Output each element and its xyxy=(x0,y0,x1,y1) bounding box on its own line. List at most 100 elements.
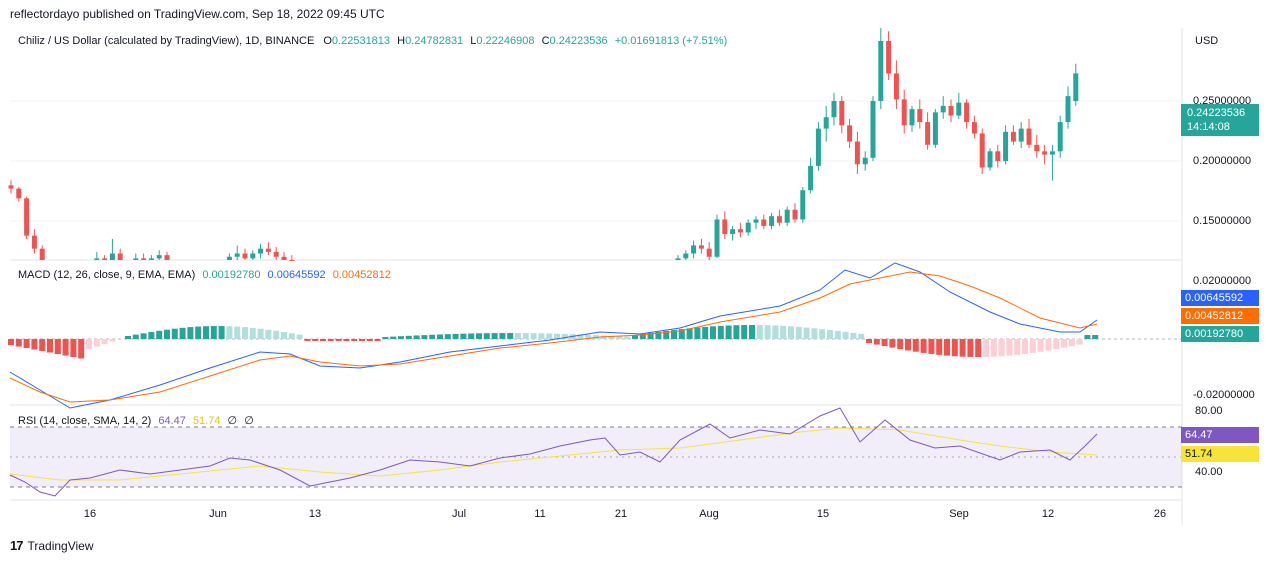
histogram-bar xyxy=(444,334,451,339)
candle-body xyxy=(800,190,806,220)
histogram-bar xyxy=(873,339,880,345)
histogram-bar xyxy=(889,339,896,348)
histogram-bar xyxy=(1022,339,1028,354)
change-value: +0.01691813 (+7.51%) xyxy=(614,35,728,47)
histogram-bar xyxy=(772,325,779,339)
rsi-empty-value: ∅ xyxy=(244,415,254,427)
candle-body xyxy=(979,133,985,168)
histogram-bar xyxy=(1014,339,1021,355)
published-line: reflectordayo published on TradingView.c… xyxy=(10,7,385,21)
macd-badge: 0.00645592 xyxy=(1181,290,1259,306)
candle-body xyxy=(730,229,736,235)
candle-body xyxy=(683,253,689,259)
histogram-bar xyxy=(546,333,553,339)
histogram-bar xyxy=(741,325,748,339)
candle-body xyxy=(281,256,287,260)
histogram-bar xyxy=(561,333,568,339)
candle-body xyxy=(847,125,853,142)
histogram-bar xyxy=(273,330,280,339)
histogram-bar xyxy=(803,327,810,339)
histogram-bar xyxy=(795,326,802,339)
macd-tick: 0.02000000 xyxy=(1193,275,1252,287)
last-price-badge[interactable]: 0.24223536 14:14:08 xyxy=(1181,104,1259,136)
histogram-bar xyxy=(125,336,131,339)
histogram-bar xyxy=(671,330,677,339)
histogram-bar xyxy=(639,333,646,339)
candle-body xyxy=(31,235,37,249)
histogram-bar xyxy=(421,335,428,339)
macd-line xyxy=(9,262,1098,409)
candle-body xyxy=(870,101,876,158)
histogram-bar xyxy=(1053,339,1060,350)
histogram-bar xyxy=(296,334,303,339)
rsi-tick: 80.00 xyxy=(1195,405,1223,417)
rsi-legend[interactable]: RSI (14, close, SMA, 14, 2) 64.47 51.74 … xyxy=(18,414,254,427)
candle-body xyxy=(289,260,295,261)
open-value: 0.22531813 xyxy=(331,35,391,47)
time-tick: 26 xyxy=(1153,508,1167,520)
histogram-bar xyxy=(242,327,248,339)
histogram-bar xyxy=(210,326,217,339)
time-tick: 12 xyxy=(1041,508,1055,520)
histogram-bar xyxy=(951,339,958,357)
histogram-bar xyxy=(281,332,287,339)
histogram-bar xyxy=(70,339,77,357)
histogram-bar xyxy=(928,339,935,354)
low-value: 0.22246908 xyxy=(476,35,535,47)
macd-tick: -0.02000000 xyxy=(1193,389,1255,401)
macd-legend[interactable]: MACD (12, 26, close, 9, EMA, EMA) 0.0019… xyxy=(18,269,391,281)
time-tick: Jul xyxy=(451,508,467,520)
price-tick: 0.20000000 xyxy=(1193,155,1252,167)
histogram-bar xyxy=(460,333,467,339)
histogram-bar xyxy=(382,337,389,339)
ohlc-legend: Chiliz / US Dollar (calculated by Tradin… xyxy=(18,35,731,47)
histogram-bar xyxy=(983,339,989,357)
histogram-bar xyxy=(218,326,225,339)
histogram-bar xyxy=(320,339,326,341)
histogram-bar xyxy=(203,326,209,339)
high-label: H xyxy=(397,35,406,47)
candle-body xyxy=(792,209,798,220)
histogram-bar xyxy=(249,327,256,339)
histogram-bar xyxy=(998,339,1005,357)
histogram-bar xyxy=(405,335,412,339)
histogram-bar xyxy=(47,339,53,353)
histogram-bar xyxy=(468,333,475,339)
histogram-bar xyxy=(655,331,662,339)
histogram-bar xyxy=(678,329,685,339)
currency-label[interactable]: USD xyxy=(1195,35,1219,47)
histogram-bar xyxy=(39,339,46,351)
candle-body xyxy=(956,102,962,116)
last-price-value: 0.24223536 xyxy=(1187,107,1246,119)
histogram-bar xyxy=(522,333,529,339)
macd-hist-value: 0.00192780 xyxy=(202,269,261,281)
candle-body xyxy=(1049,151,1055,155)
histogram-bar xyxy=(62,339,69,356)
candle-body xyxy=(917,109,923,123)
histogram-bar xyxy=(944,339,950,356)
candle-body xyxy=(16,188,22,199)
histogram-bar xyxy=(226,326,233,339)
candle-body xyxy=(995,151,1001,162)
histogram-bar xyxy=(140,333,147,339)
histogram-bar xyxy=(897,339,904,350)
candle-body xyxy=(839,101,845,126)
histogram-bar xyxy=(171,328,178,339)
histogram-bar xyxy=(31,339,38,350)
histogram-bar xyxy=(749,325,755,339)
candle-body xyxy=(909,109,915,126)
histogram-bar xyxy=(335,339,342,341)
close-value: 0.24223536 xyxy=(549,35,608,47)
macd-value: 0.00645592 xyxy=(267,269,326,281)
candle-body xyxy=(675,258,681,260)
footer-brand[interactable]: 17 TradingView xyxy=(10,538,94,553)
candle-body xyxy=(8,185,14,189)
close-label: C xyxy=(541,35,550,47)
symbol-title[interactable]: Chiliz / US Dollar (calculated by Tradin… xyxy=(18,35,315,47)
histogram-bar xyxy=(195,326,202,339)
histogram-bar xyxy=(351,339,358,341)
histogram-bar xyxy=(327,339,334,341)
candle-body xyxy=(141,258,147,260)
candle-body xyxy=(971,122,977,134)
